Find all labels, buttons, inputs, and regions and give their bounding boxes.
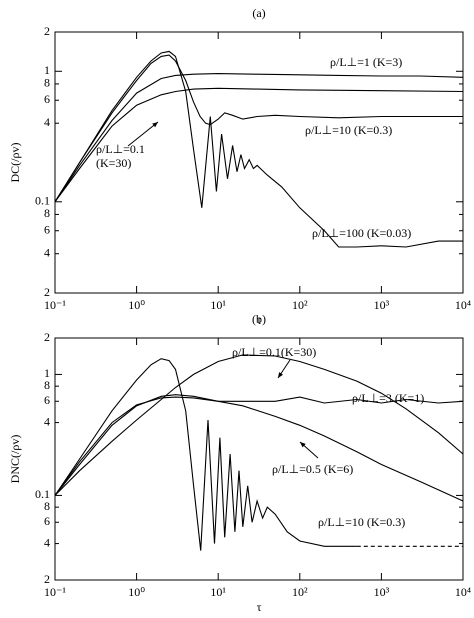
y-tick-label: 1: [44, 63, 50, 77]
y-tick-label: 1: [44, 366, 50, 380]
series-label: ρ/L⊥=1 (K=3): [330, 55, 403, 69]
x-tick-label: 10²: [292, 585, 308, 599]
data-line: [54, 396, 464, 502]
x-tick-label: 10⁰: [128, 298, 145, 312]
x-tick-label: 10⁰: [128, 585, 145, 599]
plot-frame: [54, 337, 464, 581]
y-tick-label: 0.1: [35, 194, 50, 208]
y-tick-label: 8: [44, 206, 50, 220]
arrow-head: [300, 442, 306, 448]
series-label: ρ/L⊥=10 (K=0.3): [318, 515, 406, 529]
data-line: [54, 87, 464, 203]
y-tick-label: 4: [44, 245, 50, 259]
y-axis-label: DNC(/ρv): [8, 435, 22, 484]
y-tick-label: 2: [44, 24, 50, 38]
panel-title: (a): [252, 6, 265, 20]
x-tick-label: 10¹: [210, 298, 226, 312]
y-tick-label: 4: [44, 535, 50, 549]
y-tick-label: 4: [44, 414, 50, 428]
y-tick-label: 2: [44, 572, 50, 586]
x-tick-label: 10⁻¹: [44, 585, 66, 599]
y-tick-label: 6: [44, 393, 50, 407]
data-line: [54, 354, 464, 496]
data-line: [54, 54, 463, 203]
y-tick-label: 8: [44, 76, 50, 90]
y-tick-label: 6: [44, 92, 50, 106]
x-tick-label: 10²: [292, 298, 308, 312]
x-tick-label: 10³: [374, 298, 390, 312]
plot-frame: [54, 31, 464, 294]
panel-title: (b): [252, 312, 266, 326]
data-line: [54, 394, 464, 496]
y-tick-label: 8: [44, 378, 50, 392]
x-tick-label: 10⁴: [455, 298, 471, 312]
data-line: [54, 50, 463, 248]
y-tick-label: 6: [44, 514, 50, 528]
series-label: ρ/L⊥=3 (K=1): [352, 391, 425, 405]
x-tick-label: 10⁴: [455, 585, 471, 599]
x-axis-label: τ: [257, 313, 262, 327]
series-label: ρ/L⊥=0.1(K=30): [232, 345, 317, 359]
x-tick-label: 10³: [374, 585, 390, 599]
x-tick-label: 10⁻¹: [44, 298, 66, 312]
arrow-head: [152, 122, 158, 128]
y-tick-label: 4: [44, 115, 50, 129]
y-axis-label: DC(/ρv): [8, 143, 22, 183]
y-tick-label: 8: [44, 499, 50, 513]
x-axis-label: τ: [257, 600, 262, 614]
y-tick-label: 0.1: [35, 487, 50, 501]
series-label: ρ/L⊥=10 (K=0.3): [305, 123, 393, 137]
series-label: ρ/L⊥=100 (K=0.03): [312, 226, 412, 240]
y-tick-label: 2: [44, 330, 50, 344]
x-tick-label: 10¹: [210, 585, 226, 599]
series-label: ρ/L⊥=0.5 (K=6): [272, 462, 354, 476]
y-tick-label: 2: [44, 285, 50, 299]
arrow-head: [278, 372, 284, 378]
y-tick-label: 6: [44, 222, 50, 236]
series-label: ρ/L⊥=0.1 (K=30): [96, 142, 145, 170]
arrow-shaft: [127, 121, 159, 147]
data-line: [54, 73, 464, 203]
data-line: [54, 358, 357, 551]
